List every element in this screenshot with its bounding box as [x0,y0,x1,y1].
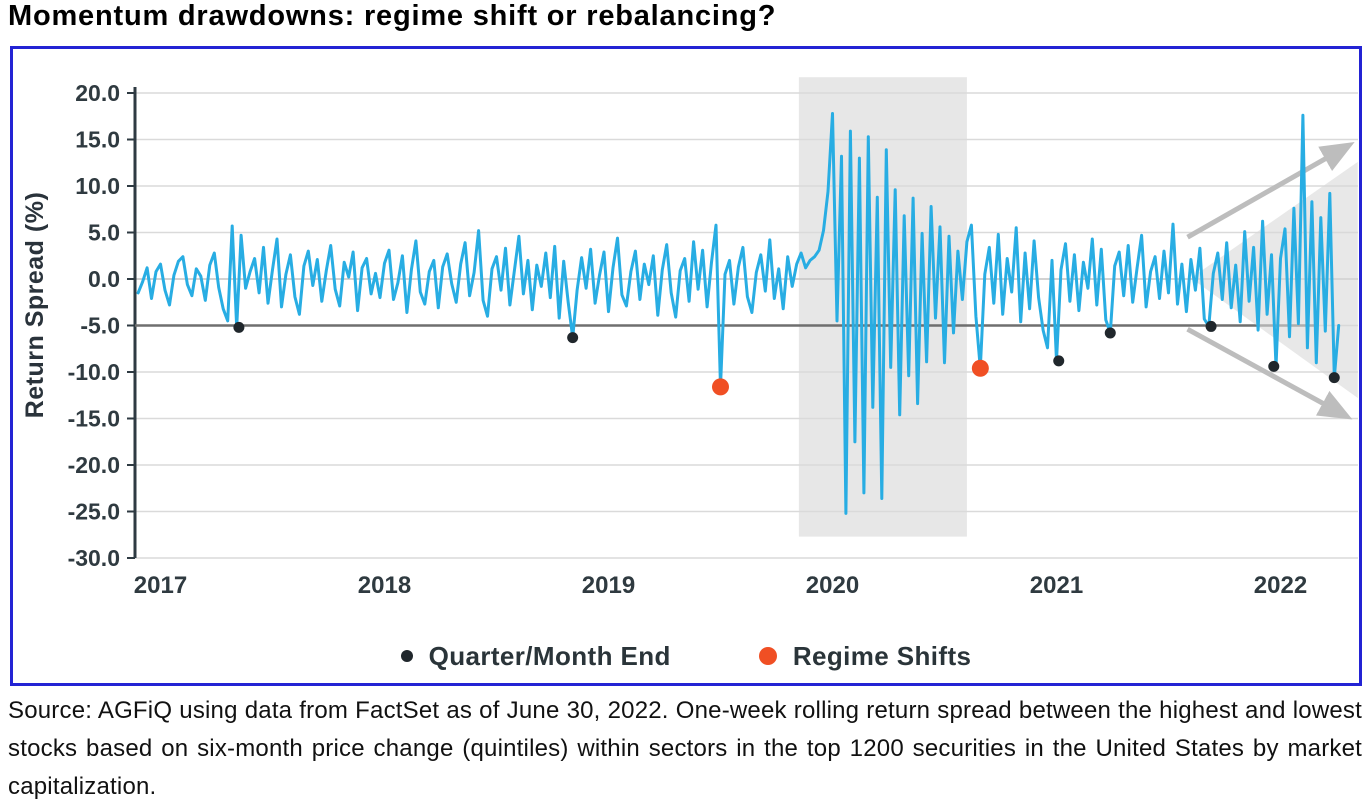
x-tick-label: 2017 [134,572,187,599]
page-title: Momentum drawdowns: regime shift or reba… [8,0,777,32]
y-tick-label: -15.0 [68,406,120,432]
return-spread-line [136,112,1341,515]
regime-shift-dot [712,378,729,396]
quarter-month-end-dot [1053,355,1065,367]
x-tick-label: 2022 [1254,572,1307,599]
quarter-month-end-dot [567,332,579,344]
y-tick-label: -5.0 [80,313,120,339]
y-tick-label: 0.0 [88,266,120,292]
source-note: Source: AGFiQ using data from FactSet as… [8,697,1362,800]
y-tick-label: -20.0 [68,452,120,478]
quarter-month-end-dot [233,321,245,333]
legend: Quarter/Month End Regime Shifts [13,634,1359,678]
y-tick-label: 10.0 [75,173,120,199]
legend-item-regime-shifts: Regime Shifts [758,640,972,672]
y-tick-label: 5.0 [88,220,120,246]
x-tick-label: 2021 [1030,572,1083,599]
black-dot-icon [400,650,413,662]
quarter-month-end-dot [1104,327,1116,339]
x-tick-label: 2019 [582,572,635,599]
y-axis-title: Return Spread (%) [21,192,49,419]
legend-label-quarter-month-end: Quarter/Month End [428,640,671,671]
x-tick-label: 2020 [806,572,859,599]
legend-item-quarter-month-end: Quarter/Month End [400,640,671,672]
y-tick-label: -25.0 [68,499,120,525]
chart-svg: Return Spread (%) 20.0 15.0 10.0 5.0 0.0 -5.0… [21,77,1358,599]
y-tick-label: 15.0 [75,127,120,153]
x-tick-label: 2018 [358,572,411,599]
regime-shift-dot [971,359,989,377]
y-tick-label: 20.0 [75,80,120,106]
y-tick-label: -30.0 [68,545,120,571]
quarter-month-end-dot [1268,360,1280,372]
trend-arrow-down [1186,327,1353,420]
quarter-month-end-dot [1205,320,1217,332]
quarter-month-end-dot [1328,372,1340,384]
chart-frame: Return Spread (%) 20.0 15.0 10.0 5.0 0.0 -5.0… [10,46,1362,686]
orange-dot-icon [758,647,777,665]
y-tick-label: -10.0 [68,359,120,385]
trend-arrow-up [1186,142,1355,240]
legend-label-regime-shifts: Regime Shifts [792,640,972,671]
